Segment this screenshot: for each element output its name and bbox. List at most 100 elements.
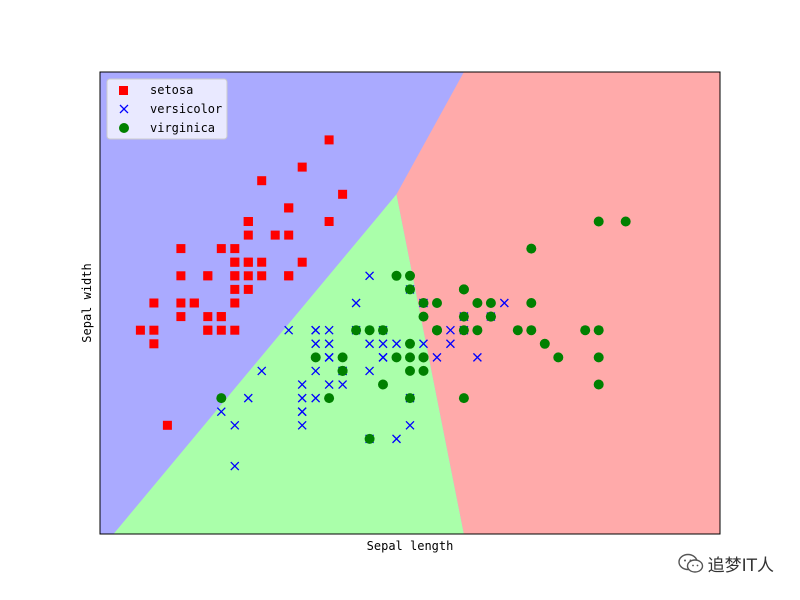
legend-marker-setosa <box>119 86 128 95</box>
point-setosa-42 <box>149 298 159 308</box>
point-versicolor-8 <box>445 339 455 349</box>
point-virginica-14 <box>337 352 348 363</box>
point-versicolor-29 <box>324 380 334 389</box>
legend-marker-virginica <box>119 123 129 133</box>
point-setosa-1 <box>216 325 226 335</box>
point-versicolor-4 <box>432 352 442 362</box>
point-virginica-41 <box>485 311 496 322</box>
point-virginica-6 <box>216 393 227 404</box>
point-versicolor-33 <box>365 366 375 376</box>
point-virginica-40 <box>458 311 469 322</box>
point-virginica-49 <box>351 325 362 336</box>
point-virginica-48 <box>391 270 402 281</box>
point-virginica-5 <box>580 325 591 336</box>
legend-marker-versicolor <box>119 104 129 114</box>
point-setosa-35 <box>230 298 240 308</box>
point-setosa-15 <box>324 135 334 145</box>
point-virginica-46 <box>405 393 415 404</box>
legend-box <box>106 78 228 140</box>
point-virginica-35 <box>593 325 604 336</box>
point-setosa-32 <box>257 176 267 186</box>
wechat-icon <box>677 553 704 575</box>
point-versicolor-28 <box>365 339 375 349</box>
point-versicolor-43 <box>230 420 240 430</box>
point-versicolor-20 <box>351 298 361 308</box>
point-versicolor-19 <box>311 393 321 403</box>
point-versicolor-3 <box>297 420 307 430</box>
point-setosa-47 <box>176 298 186 308</box>
point-setosa-28 <box>257 271 267 281</box>
point-setosa-18 <box>324 217 334 226</box>
scatter-points <box>135 135 631 471</box>
point-setosa-34 <box>216 312 226 322</box>
legend-label-setosa: setosa <box>150 83 193 97</box>
point-setosa-4 <box>230 244 240 254</box>
point-versicolor-37 <box>405 420 415 430</box>
point-versicolor-23 <box>378 352 388 362</box>
point-virginica-13 <box>324 393 335 404</box>
point-virginica-7 <box>539 338 550 349</box>
point-versicolor-34 <box>284 325 294 335</box>
watermark-text: 追梦IT人 <box>707 556 774 576</box>
point-virginica-17 <box>593 216 604 227</box>
point-setosa-36 <box>297 257 307 267</box>
legend: setosa versicolor virginica <box>106 78 228 140</box>
point-setosa-41 <box>162 420 172 430</box>
point-versicolor-40 <box>297 380 307 389</box>
point-setosa-49 <box>230 284 240 294</box>
point-setosa-46 <box>243 217 253 226</box>
point-setosa-21 <box>243 230 253 240</box>
point-virginica-31 <box>620 216 631 227</box>
point-setosa-6 <box>176 271 186 281</box>
point-setosa-39 <box>243 271 253 281</box>
point-versicolor-26 <box>472 352 482 362</box>
point-setosa-38 <box>149 325 159 335</box>
point-virginica-47 <box>432 325 442 336</box>
point-virginica-21 <box>310 352 321 363</box>
point-virginica-23 <box>405 365 415 376</box>
point-versicolor-44 <box>311 366 321 376</box>
point-virginica-25 <box>526 298 537 308</box>
point-virginica-27 <box>378 325 388 336</box>
point-versicolor-31 <box>297 407 307 417</box>
point-versicolor-45 <box>324 325 334 335</box>
point-virginica-11 <box>418 365 429 376</box>
point-versicolor-14 <box>311 339 321 349</box>
point-versicolor-10 <box>230 461 240 471</box>
point-versicolor-38 <box>311 325 321 335</box>
point-versicolor-42 <box>338 380 348 389</box>
point-setosa-26 <box>230 271 240 281</box>
point-setosa-43 <box>230 257 240 267</box>
point-virginica-22 <box>593 352 604 363</box>
point-virginica-10 <box>432 298 442 308</box>
point-setosa-8 <box>149 339 159 349</box>
point-virginica-18 <box>593 379 604 390</box>
point-setosa-17 <box>243 257 253 267</box>
point-virginica-45 <box>458 325 469 336</box>
point-versicolor-18 <box>392 434 401 444</box>
point-setosa-22 <box>176 244 186 254</box>
point-versicolor-25 <box>445 325 455 335</box>
point-virginica-12 <box>472 325 483 336</box>
point-virginica-2 <box>512 325 523 336</box>
point-versicolor-48 <box>243 393 253 403</box>
point-virginica-30 <box>553 352 564 363</box>
point-virginica-43 <box>472 298 483 308</box>
point-setosa-3 <box>176 312 186 322</box>
point-setosa-10 <box>284 230 294 240</box>
point-setosa-27 <box>257 257 267 267</box>
point-virginica-37 <box>418 311 429 322</box>
point-setosa-23 <box>243 284 253 294</box>
point-virginica-9 <box>526 243 537 254</box>
region-virginica <box>396 72 720 534</box>
point-virginica-29 <box>526 325 537 336</box>
point-virginica-0 <box>405 284 415 295</box>
point-versicolor-39 <box>297 393 307 403</box>
point-setosa-45 <box>203 325 213 335</box>
point-virginica-36 <box>405 270 415 281</box>
point-setosa-29 <box>189 298 199 308</box>
plot-frame <box>99 71 721 535</box>
point-versicolor-9 <box>257 366 267 376</box>
point-setosa-14 <box>338 189 348 199</box>
point-virginica-26 <box>391 352 402 363</box>
